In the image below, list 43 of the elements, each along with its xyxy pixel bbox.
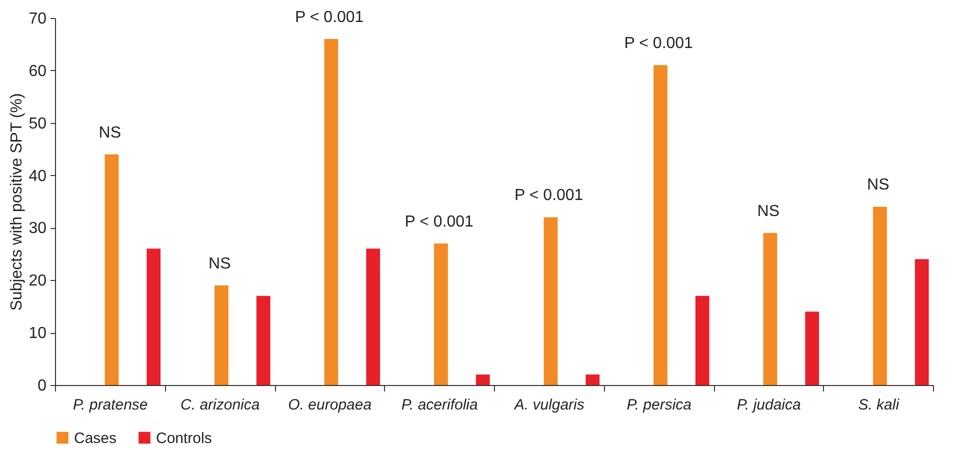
annotation: P < 0.001 xyxy=(624,35,694,52)
bar xyxy=(214,285,228,385)
annotation: NS xyxy=(757,202,780,220)
y-axis-title: Subjects with positive SPT (%) xyxy=(8,93,26,311)
y-tick-label: 0 xyxy=(38,378,47,394)
annotation: P < 0.001 xyxy=(404,213,474,230)
bar xyxy=(805,312,820,385)
x-tick-label: S. kali xyxy=(858,396,900,414)
legend-label: Controls xyxy=(156,430,212,447)
annotation: P < 0.001 xyxy=(514,187,584,204)
bar xyxy=(434,243,448,385)
y-tick-label: 70 xyxy=(28,10,47,28)
x-tick-label: P. pratense xyxy=(72,396,148,414)
bar xyxy=(586,374,600,385)
y-tick-label: 10 xyxy=(28,325,47,342)
bar xyxy=(654,65,668,385)
y-tick-label: 50 xyxy=(28,115,47,132)
annotation: NS xyxy=(98,124,121,142)
x-tick-label: C. arizonica xyxy=(180,396,260,414)
bar xyxy=(104,154,119,385)
y-tick-label: 30 xyxy=(28,220,47,238)
y-tick-label: 20 xyxy=(28,272,47,290)
bar xyxy=(256,296,270,385)
bar xyxy=(695,296,710,385)
bar xyxy=(324,38,338,385)
annotation: P < 0.001 xyxy=(295,8,364,26)
bar xyxy=(366,248,380,385)
x-tick-label: P. judaica xyxy=(736,396,801,414)
bar xyxy=(914,259,929,385)
annotation: NS xyxy=(867,176,890,194)
x-tick-label: A. vulgaris xyxy=(513,396,585,414)
bar xyxy=(544,217,558,385)
annotation: NS xyxy=(208,255,231,272)
x-tick-label: P. persica xyxy=(626,396,692,414)
bar xyxy=(873,206,887,385)
legend-label: Cases xyxy=(74,430,117,447)
x-tick-label: O. europaea xyxy=(288,396,372,414)
y-tick-label: 60 xyxy=(28,62,47,80)
x-tick-label: P. acerifolia xyxy=(401,396,478,414)
bar xyxy=(476,374,490,385)
bar xyxy=(763,232,778,385)
bar xyxy=(146,248,161,385)
y-tick-label: 40 xyxy=(28,168,47,185)
